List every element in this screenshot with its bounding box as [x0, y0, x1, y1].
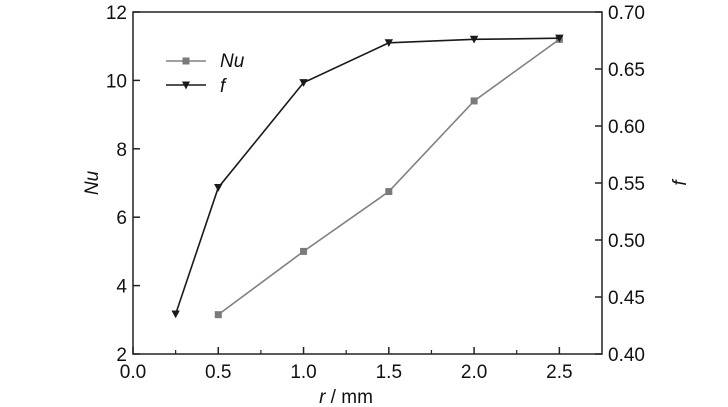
y-left-tick-label: 6	[116, 208, 127, 229]
point-nu	[470, 97, 478, 105]
y-right-tick-label: 0.45	[608, 288, 645, 309]
plot-frame	[132, 11, 603, 355]
legend-f-marker	[182, 81, 190, 90]
left-axis-ticks: 2 4 6 8 10 12	[106, 3, 140, 366]
legend-f-label: f	[220, 76, 227, 97]
x-tick-label: 2.5	[546, 362, 572, 383]
x-tick-label: 2.0	[461, 362, 487, 383]
point-f	[469, 35, 479, 44]
point-f	[171, 310, 180, 319]
x-tick-label: 0.5	[205, 362, 231, 383]
x-tick-label: 1.0	[290, 362, 316, 383]
legend-item-f: f	[166, 76, 227, 97]
y-left-tick-label: 2	[116, 345, 127, 366]
point-f	[555, 34, 564, 43]
series-line-nu	[217, 38, 560, 316]
legend: Nu f	[166, 51, 245, 97]
y-right-tick-label: 0.70	[608, 3, 645, 24]
legend-item-nu: Nu	[166, 51, 245, 72]
y-right-axis-title: f	[670, 179, 691, 186]
bottom-axis-ticks: 0.0 0.5 1.0 1.5 2.0 2.5	[120, 347, 573, 383]
y-left-tick-label: 12	[106, 3, 127, 24]
y-right-tick-label: 0.60	[608, 117, 645, 138]
x-axis-unit: / mm	[325, 387, 373, 407]
series-layer	[171, 34, 564, 319]
x-axis-title: r / mm	[319, 387, 373, 407]
point-nu	[300, 247, 308, 255]
point-f	[214, 183, 223, 192]
y-left-tick-label: 8	[116, 140, 127, 161]
x-tick-label: 0.0	[120, 362, 146, 383]
series-line-f	[174, 37, 560, 315]
y-left-tick-label: 4	[116, 277, 127, 298]
legend-nu-label: Nu	[220, 51, 245, 72]
point-f	[299, 79, 308, 87]
y-right-tick-label: 0.50	[608, 231, 645, 252]
legend-nu-marker	[182, 57, 190, 65]
y-left-axis-title: Nu	[82, 170, 103, 195]
y-right-tick-label: 0.40	[608, 345, 645, 366]
right-axis-ticks: 0.40 0.45 0.50 0.55 0.60 0.65 0.70	[595, 3, 645, 366]
y-right-tick-label: 0.65	[608, 60, 645, 81]
point-nu	[214, 311, 222, 319]
x-axis-variable: r	[319, 387, 326, 407]
y-left-tick-label: 10	[106, 71, 127, 92]
point-nu	[385, 188, 393, 196]
y-right-tick-label: 0.55	[608, 174, 645, 195]
point-f	[384, 39, 394, 47]
x-tick-label: 1.5	[376, 362, 402, 383]
